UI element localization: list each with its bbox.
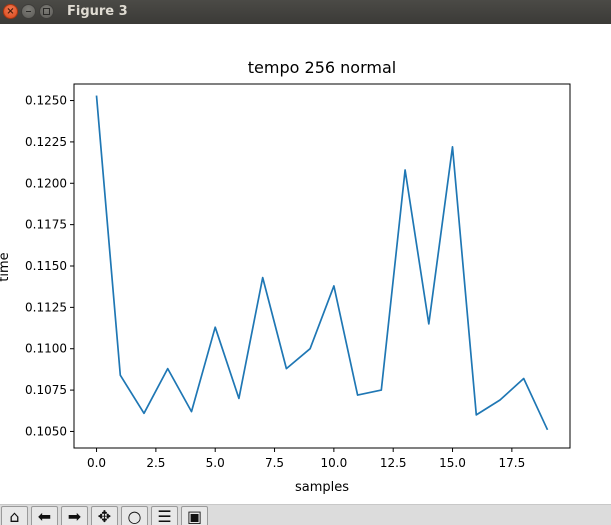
y-tick-label: 0.1175 — [25, 218, 67, 232]
back-arrow-button[interactable]: ⬅ — [31, 506, 58, 525]
forward-arrow-button[interactable]: ➡ — [61, 506, 88, 525]
pan-button[interactable]: ✥ — [91, 506, 118, 525]
series-line — [95, 95, 549, 431]
y-tick-label: 0.1100 — [25, 342, 67, 356]
title-bar: × Figure 3 — [0, 0, 611, 24]
back-arrow-icon: ⬅ — [37, 507, 52, 525]
y-axis-label: time — [0, 252, 12, 281]
navigation-toolbar: ⌂ ⬅ ➡ ✥ ○ ☰ ▣ — [0, 504, 611, 525]
x-tick-label: 2.5 — [146, 456, 165, 470]
figure-canvas: tempo 256 normal 0.1050 0.1075 0.1100 0.112… — [0, 24, 611, 504]
maximize-icon — [43, 8, 50, 15]
subplots-icon: ☰ — [157, 507, 172, 525]
forward-arrow-icon: ➡ — [67, 507, 82, 525]
close-button[interactable]: × — [3, 4, 18, 19]
y-tick-label: 0.1125 — [25, 300, 67, 314]
x-tick-label: 17.5 — [498, 456, 525, 470]
close-icon: × — [6, 6, 15, 17]
zoom-button[interactable]: ○ — [121, 506, 148, 525]
y-tick-label: 0.1225 — [25, 135, 67, 149]
x-tick-label: 10.0 — [321, 456, 348, 470]
x-tick-label: 12.5 — [380, 456, 407, 470]
home-icon: ⌂ — [9, 507, 20, 525]
x-tick-label: 15.0 — [439, 456, 466, 470]
save-button[interactable]: ▣ — [181, 506, 208, 525]
save-icon: ▣ — [186, 507, 203, 525]
y-tick-label: 0.1075 — [25, 383, 67, 397]
minimize-button[interactable] — [21, 4, 36, 19]
y-axis: 0.1050 0.1075 0.1100 0.1125 0.1150 0.1175 0.12… — [25, 94, 74, 438]
y-tick-label: 0.1150 — [25, 259, 67, 273]
maximize-button[interactable] — [39, 4, 54, 19]
subplots-button[interactable]: ☰ — [151, 506, 178, 525]
x-tick-label: 0.0 — [87, 456, 106, 470]
window-title: Figure 3 — [67, 4, 128, 19]
line-chart: tempo 256 normal 0.1050 0.1075 0.1100 0.112… — [0, 58, 571, 495]
x-tick-label: 5.0 — [206, 456, 225, 470]
y-tick-label: 0.1250 — [25, 94, 67, 108]
home-button[interactable]: ⌂ — [1, 506, 28, 525]
pan-icon: ✥ — [97, 507, 112, 525]
x-axis: 0.0 2.5 5.0 7.5 10.0 12.5 15.0 17.5 — [87, 448, 525, 470]
chart-title: tempo 256 normal — [248, 58, 396, 77]
y-tick-label: 0.1050 — [25, 424, 67, 438]
zoom-icon: ○ — [127, 507, 142, 525]
x-tick-label: 7.5 — [265, 456, 284, 470]
series-layer — [95, 95, 549, 431]
plot-area — [73, 83, 571, 449]
minimize-icon — [26, 11, 31, 12]
x-axis-label: samples — [295, 480, 349, 495]
y-tick-label: 0.1200 — [25, 176, 67, 190]
